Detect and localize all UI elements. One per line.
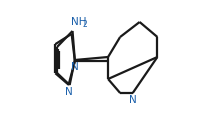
- Text: 2: 2: [82, 20, 87, 29]
- Text: N: N: [129, 95, 137, 105]
- Text: NH: NH: [72, 17, 87, 27]
- Text: N: N: [71, 62, 79, 72]
- Text: N: N: [65, 87, 72, 97]
